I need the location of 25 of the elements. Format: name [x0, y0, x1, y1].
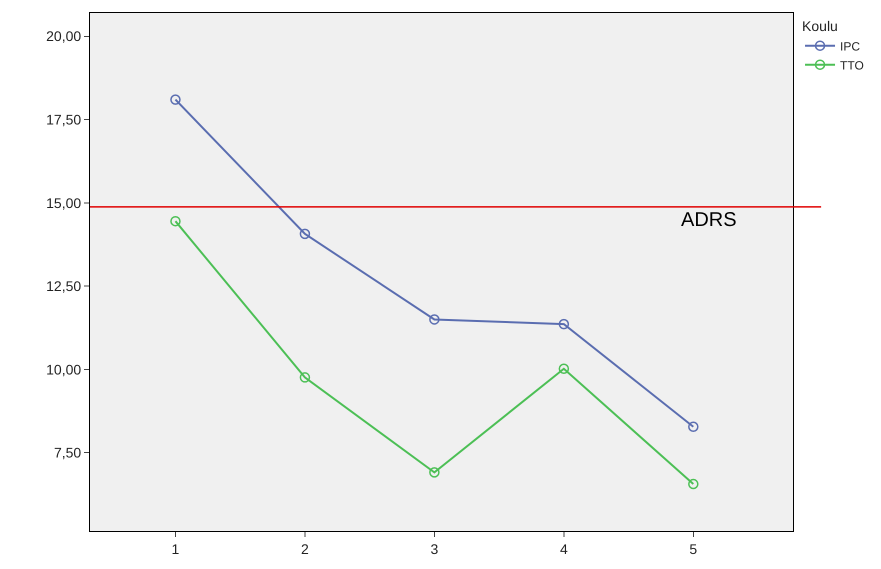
x-tick-label: 2	[301, 540, 310, 557]
y-tick-label: 12,50	[46, 278, 82, 294]
x-tick-label: 1	[172, 540, 180, 557]
y-tick-label: 10,00	[46, 361, 82, 378]
point	[170, 94, 181, 105]
point	[429, 314, 440, 325]
x-tick-label: 3	[430, 540, 438, 557]
x-tick-label: 5	[689, 540, 698, 557]
point	[688, 478, 699, 490]
y-tick-label: 17,50	[46, 112, 82, 128]
point	[558, 364, 570, 374]
point	[688, 421, 699, 432]
ref-line-label: ADRS	[681, 209, 737, 231]
y-tick-label: 7,50	[54, 444, 82, 461]
legend-title: Koulu	[802, 18, 838, 34]
point	[429, 467, 440, 478]
point	[300, 228, 310, 240]
y-tick-label: 15,00	[46, 194, 82, 211]
legend-label: IPC	[840, 39, 860, 54]
point	[170, 216, 181, 226]
y-tick-label: 20,00	[46, 28, 82, 44]
point	[558, 318, 570, 330]
x-tick-label: 4	[560, 540, 568, 557]
legend-label: TTO	[840, 58, 864, 72]
point	[300, 372, 310, 383]
